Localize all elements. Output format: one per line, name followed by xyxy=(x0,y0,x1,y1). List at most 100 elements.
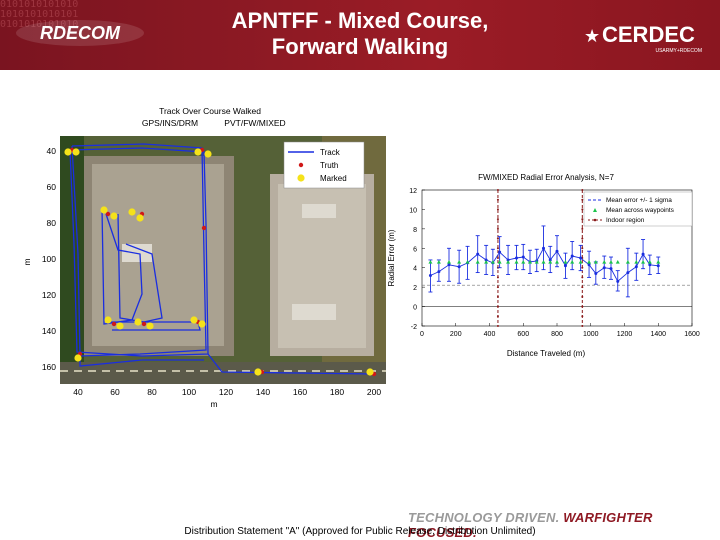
track-plot-subtitle-right: PVT/FW/MIXED xyxy=(224,118,285,128)
indoor-marker xyxy=(496,247,499,250)
mean-across-waypoints-marker xyxy=(521,259,526,264)
mean-error-point xyxy=(594,272,598,276)
mean-error-point xyxy=(498,250,502,254)
x-tick-label: 200 xyxy=(450,331,462,338)
track-xtick: 140 xyxy=(256,387,270,397)
mean-across-waypoints-marker xyxy=(457,259,462,264)
indoor-marker xyxy=(496,189,499,191)
track-xlabel: m xyxy=(210,399,217,409)
legend-swatch-mean xyxy=(593,208,597,212)
track-ytick: 80 xyxy=(47,218,57,228)
mean-across-waypoints-marker xyxy=(555,259,559,264)
cerdec-logo-subtext: USARMY+RDECOM xyxy=(655,48,702,54)
track-xtick: 100 xyxy=(182,387,196,397)
track-xtick: 120 xyxy=(219,387,233,397)
indoor-marker xyxy=(581,247,584,250)
mean-error-point xyxy=(476,252,480,256)
mean-across-waypoints-marker xyxy=(615,259,620,264)
mean-across-waypoints-marker xyxy=(534,259,539,264)
track-over-course-figure: Track Over Course Walked GPS/INS/DRM PVT… xyxy=(22,106,386,409)
x-tick-label: 1000 xyxy=(583,331,599,338)
indoor-marker xyxy=(581,325,584,327)
mean-error-point xyxy=(555,249,559,253)
mean-across-waypoints-marker xyxy=(436,259,441,264)
mean-error-point xyxy=(447,263,451,267)
mean-across-waypoints-marker xyxy=(578,259,583,264)
mean-across-waypoints-marker xyxy=(490,259,495,264)
mean-error-point xyxy=(563,264,567,268)
chart-xlabel: Distance Traveled (m) xyxy=(507,349,586,358)
mean-error-point xyxy=(616,279,620,283)
mean-across-waypoints-marker xyxy=(593,259,598,264)
rdecom-logo: RDECOM xyxy=(16,20,144,46)
mean-across-waypoints-marker xyxy=(447,259,451,264)
page-title: APNTFF - Mixed Course, Forward Walking xyxy=(170,8,550,60)
track-path xyxy=(69,143,375,375)
mean-error-point xyxy=(648,263,652,267)
mean-error-line xyxy=(430,247,659,283)
mean-across-waypoints-marker xyxy=(625,259,630,264)
radial-error-chart: FW/MIXED Radial Error Analysis, N=7 Dist… xyxy=(386,166,706,362)
mean-across-waypoints-marker xyxy=(641,259,646,264)
mean-error-point xyxy=(506,258,510,262)
y-tick-label: 12 xyxy=(409,188,417,195)
aerial-photo xyxy=(60,136,386,384)
rdecom-logo-text: RDECOM xyxy=(40,23,121,43)
mean-error-point xyxy=(579,256,583,260)
mean-error-point xyxy=(542,246,545,250)
chart-title: FW/MIXED Radial Error Analysis, N=7 xyxy=(478,173,614,182)
mean-across-waypoints-marker xyxy=(506,259,511,264)
distribution-statement: Distribution Statement "A" (Approved for… xyxy=(184,526,536,537)
binary-pattern: 0101010101010 1010101010101 010101010101… xyxy=(0,0,79,30)
track-xtick: 160 xyxy=(293,387,307,397)
track-xtick: 60 xyxy=(110,387,120,397)
indoor-marker xyxy=(496,276,499,279)
x-tick-label: 1200 xyxy=(617,331,633,338)
mean-across-waypoints-marker xyxy=(563,259,568,264)
x-tick-label: 400 xyxy=(484,331,496,338)
legend-label: Mean error +/- 1 sigma xyxy=(606,197,672,204)
mean-across-waypoints-marker xyxy=(634,259,639,264)
indoor-marker xyxy=(581,266,584,269)
indoor-marker xyxy=(581,198,584,201)
legend-label: Mean across waypoints xyxy=(606,207,675,214)
indoor-marker xyxy=(581,315,584,318)
mean-error-point xyxy=(641,252,645,256)
legend-marked-label: Marked xyxy=(320,174,347,183)
indoor-region-lines xyxy=(496,189,584,327)
indoor-marker xyxy=(581,189,584,191)
mean-across-waypoints-marker xyxy=(570,259,575,264)
indoor-marker xyxy=(496,257,499,259)
tagline: TECHNOLOGY DRIVEN. WARFIGHTER FOCUSED. xyxy=(408,510,720,540)
y-tick-label: 4 xyxy=(413,266,417,273)
indoor-marker xyxy=(581,286,584,289)
mean-across-waypoints-marker xyxy=(514,259,519,264)
tagline-part-2: WARFIGHTER FOCUSED. xyxy=(408,510,653,540)
title-line-1: APNTFF - Mixed Course, xyxy=(231,8,489,33)
mean-error-point xyxy=(457,265,461,269)
track-plot-title: Track Over Course Walked xyxy=(159,106,261,116)
y-tick-label: 0 xyxy=(413,305,417,312)
x-tick-label: 0 xyxy=(420,331,424,338)
track-ytick: 100 xyxy=(42,254,56,264)
chart-ylabel: Radial Error (m) xyxy=(387,229,396,286)
mean-error-point xyxy=(570,254,574,258)
track-xtick: 180 xyxy=(330,387,344,397)
track-xtick: 80 xyxy=(147,387,157,397)
mean-across-waypoints-marker xyxy=(602,259,607,264)
indoor-marker xyxy=(496,218,499,221)
y-tick-label: 2 xyxy=(413,285,417,292)
mean-error-point xyxy=(521,255,525,259)
chart-legend: Mean error +/- 1 sigma Mean across waypoi… xyxy=(583,191,693,227)
y-tick-label: -2 xyxy=(411,324,417,331)
tagline-part-1: TECHNOLOGY DRIVEN. xyxy=(408,510,560,525)
track-ytick: 160 xyxy=(42,362,56,372)
mean-across-waypoints-marker xyxy=(528,259,532,264)
track-plot-subtitle-left: GPS/INS/DRM xyxy=(142,118,198,128)
mean-across-waypoints-marker xyxy=(484,259,489,264)
mean-error-point xyxy=(484,258,488,262)
mean-error-point xyxy=(515,256,518,260)
y-tick-label: 10 xyxy=(409,207,417,214)
indoor-marker xyxy=(496,305,499,308)
